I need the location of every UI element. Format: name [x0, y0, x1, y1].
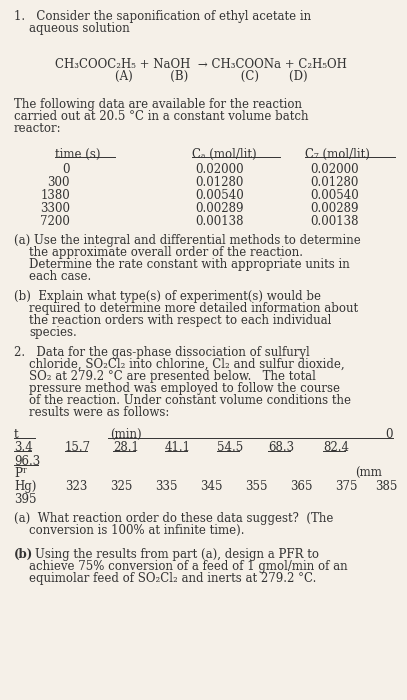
Text: 0.00138: 0.00138: [310, 215, 359, 228]
Text: 0.01280: 0.01280: [310, 176, 359, 189]
Text: 0.02000: 0.02000: [195, 163, 244, 176]
Text: reactor:: reactor:: [14, 122, 61, 135]
Text: 41.1: 41.1: [165, 441, 191, 454]
Text: CH₃COOC₂H₅ + NaOH  → CH₃COONa + C₂H₅OH: CH₃COOC₂H₅ + NaOH → CH₃COONa + C₂H₅OH: [55, 58, 347, 71]
Text: 0: 0: [63, 163, 70, 176]
Text: time (s): time (s): [55, 148, 101, 161]
Text: 0.00289: 0.00289: [195, 202, 243, 215]
Text: 1.   Consider the saponification of ethyl acetate in: 1. Consider the saponification of ethyl …: [14, 10, 311, 23]
Text: 0.00540: 0.00540: [195, 189, 244, 202]
Text: (min): (min): [110, 428, 142, 441]
Text: conversion is 100% at infinite time).: conversion is 100% at infinite time).: [29, 524, 245, 537]
Text: C₇ (mol/lit): C₇ (mol/lit): [305, 148, 370, 161]
Text: 3300: 3300: [40, 202, 70, 215]
Text: aqueous solution: aqueous solution: [29, 22, 130, 35]
Text: 0.01280: 0.01280: [195, 176, 243, 189]
Text: 68.3: 68.3: [268, 441, 294, 454]
Text: chloride, SO₂Cl₂ into chlorine, Cl₂ and sulfur dioxide,: chloride, SO₂Cl₂ into chlorine, Cl₂ and …: [29, 358, 345, 371]
Text: 375: 375: [335, 480, 357, 493]
Text: of the reaction. Under constant volume conditions the: of the reaction. Under constant volume c…: [29, 394, 351, 407]
Text: (mm: (mm: [355, 467, 382, 480]
Text: required to determine more detailed information about: required to determine more detailed info…: [29, 302, 358, 315]
Text: 2.   Data for the gas-phase dissociation of sulfuryl: 2. Data for the gas-phase dissociation o…: [14, 346, 310, 359]
Text: Determine the rate constant with appropriate units in: Determine the rate constant with appropr…: [29, 258, 350, 271]
Text: each case.: each case.: [29, 270, 91, 283]
Text: 300: 300: [48, 176, 70, 189]
Text: equimolar feed of SO₂Cl₂ and inerts at 279.2 °C.: equimolar feed of SO₂Cl₂ and inerts at 2…: [29, 572, 316, 585]
Text: 0.02000: 0.02000: [310, 163, 359, 176]
Text: Pᵀ: Pᵀ: [14, 467, 27, 480]
Text: 82.4: 82.4: [323, 441, 349, 454]
Text: the approximate overall order of the reaction.: the approximate overall order of the rea…: [29, 246, 303, 259]
Text: 395: 395: [14, 493, 37, 506]
Text: (b): (b): [14, 548, 33, 561]
Text: The following data are available for the reaction: The following data are available for the…: [14, 98, 302, 111]
Text: 15.7: 15.7: [65, 441, 91, 454]
Text: (a)  What reaction order do these data suggest?  (The: (a) What reaction order do these data su…: [14, 512, 333, 525]
Text: species.: species.: [29, 326, 77, 339]
Text: the reaction orders with respect to each individual: the reaction orders with respect to each…: [29, 314, 331, 327]
Text: 3.4: 3.4: [14, 441, 33, 454]
Text: 335: 335: [155, 480, 177, 493]
Text: Using the results from part (a), design a PFR to: Using the results from part (a), design …: [35, 548, 319, 561]
Text: 0.00540: 0.00540: [310, 189, 359, 202]
Text: 355: 355: [245, 480, 267, 493]
Text: 0: 0: [385, 428, 392, 441]
Text: 345: 345: [200, 480, 223, 493]
Text: 385: 385: [375, 480, 397, 493]
Text: carried out at 20.5 °C in a constant volume batch: carried out at 20.5 °C in a constant vol…: [14, 110, 309, 123]
Text: 365: 365: [290, 480, 313, 493]
Text: (b)  Explain what type(s) of experiment(s) would be: (b) Explain what type(s) of experiment(s…: [14, 290, 321, 303]
Text: 96.3: 96.3: [14, 455, 40, 468]
Text: pressure method was employed to follow the course: pressure method was employed to follow t…: [29, 382, 340, 395]
Text: Cₐ (mol/lit): Cₐ (mol/lit): [192, 148, 257, 161]
Text: 54.5: 54.5: [217, 441, 243, 454]
Text: SO₂ at 279.2 °C are presented below.   The total: SO₂ at 279.2 °C are presented below. The…: [29, 370, 316, 383]
Text: 1380: 1380: [40, 189, 70, 202]
Text: t: t: [14, 428, 19, 441]
Text: 28.1: 28.1: [113, 441, 139, 454]
Text: results were as follows:: results were as follows:: [29, 406, 169, 419]
Text: 0.00138: 0.00138: [195, 215, 243, 228]
Text: (A)          (B)              (C)        (D): (A) (B) (C) (D): [115, 70, 308, 83]
Text: 323: 323: [65, 480, 88, 493]
Text: achieve 75% conversion of a feed of 1 gmol/min of an: achieve 75% conversion of a feed of 1 gm…: [29, 560, 348, 573]
Text: (a) Use the integral and differential methods to determine: (a) Use the integral and differential me…: [14, 234, 361, 247]
Text: 0.00289: 0.00289: [310, 202, 359, 215]
Text: 325: 325: [110, 480, 132, 493]
Text: 7200: 7200: [40, 215, 70, 228]
Text: Hg): Hg): [14, 480, 36, 493]
